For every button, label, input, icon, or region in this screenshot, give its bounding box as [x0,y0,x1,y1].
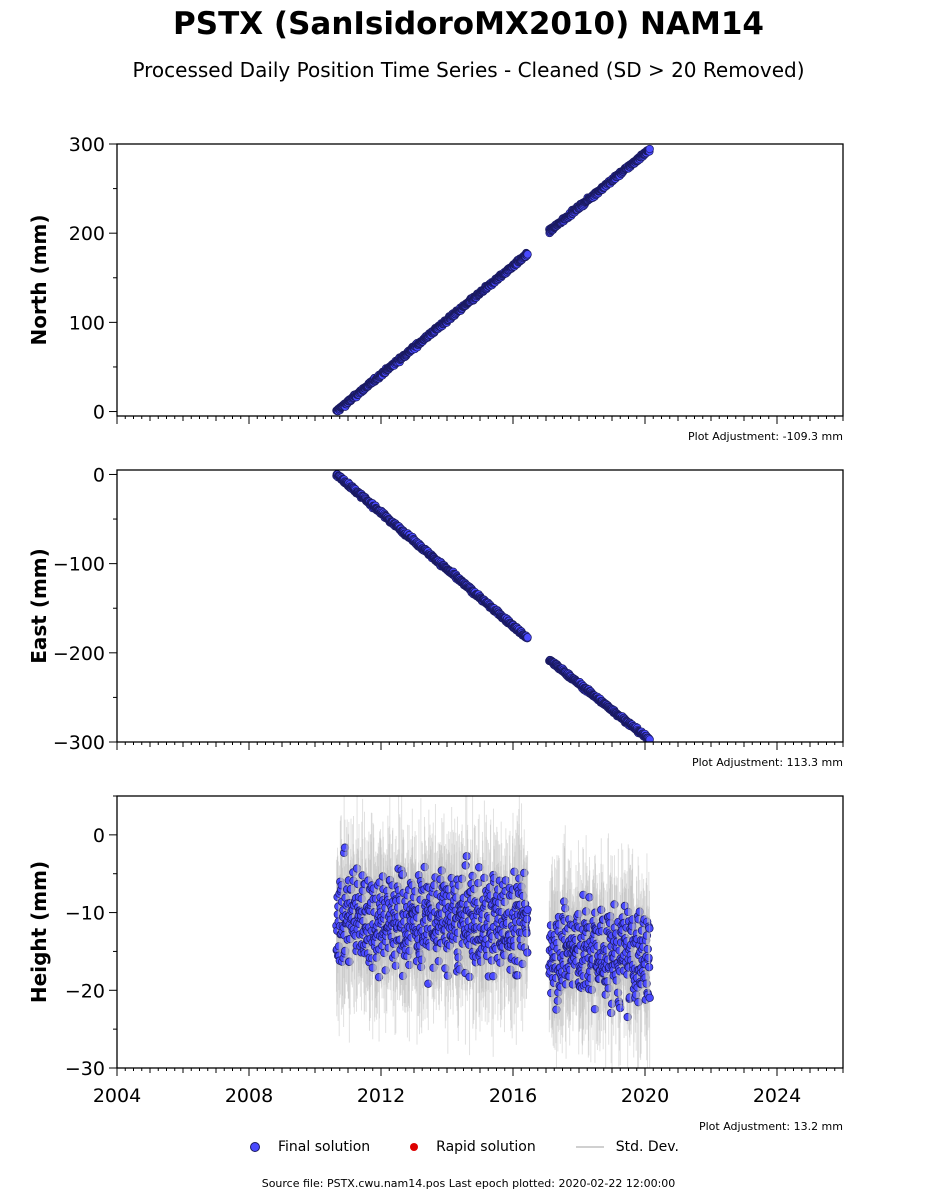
data-point [398,971,408,981]
panel-1-frame [116,469,844,743]
data-point [357,894,366,903]
panel-0-points [332,144,654,416]
data-point [358,871,367,880]
data-point [645,735,654,742]
data-point [334,942,344,951]
data-point [341,946,350,956]
panel-1: 0 −100 −200 −300 East (mm) Plot Adjustment: 1… [27,464,844,769]
y-tick-label: 300 [69,134,105,156]
data-point [405,960,414,970]
data-point [381,966,390,975]
data-point [340,843,350,852]
data-point [374,973,384,982]
data-point [390,950,400,959]
chart-subtitle: Processed Daily Position Time Series - C… [132,58,805,82]
data-point [405,946,414,955]
data-point [645,144,654,154]
data-point [345,957,354,966]
y-tick-label: −100 [53,554,105,576]
y-tick-label: −300 [53,732,105,754]
data-point [346,884,356,894]
panel-0: 0 100 200 300 North (mm) Plot Adjustment: -10… [27,134,844,443]
y-tick-label: 200 [69,223,105,245]
data-point [352,864,362,873]
data-point [398,870,407,879]
y-tick-label: 100 [69,312,105,334]
data-point [337,881,346,890]
data-point [368,963,377,972]
data-point [391,961,401,970]
panel-2-points [332,796,654,1068]
panel-1-points [332,470,654,742]
y-tick-label: −200 [53,643,105,665]
y-tick-label: 0 [93,402,105,424]
chart-title: PSTX (SanIsidoroMX2010) NAM14 [173,6,764,42]
plot-adjustment: Plot Adjustment: 113.3 mm [692,756,843,769]
plot-adjustment: Plot Adjustment: -109.3 mm [688,430,843,443]
y-axis-label: East (mm) [27,548,51,664]
y-axis-label: North (mm) [27,214,51,345]
panel-0-frame [116,143,844,417]
data-point [378,872,388,881]
y-tick-label: 0 [93,464,105,486]
data-point [523,250,532,259]
data-point [523,633,532,642]
